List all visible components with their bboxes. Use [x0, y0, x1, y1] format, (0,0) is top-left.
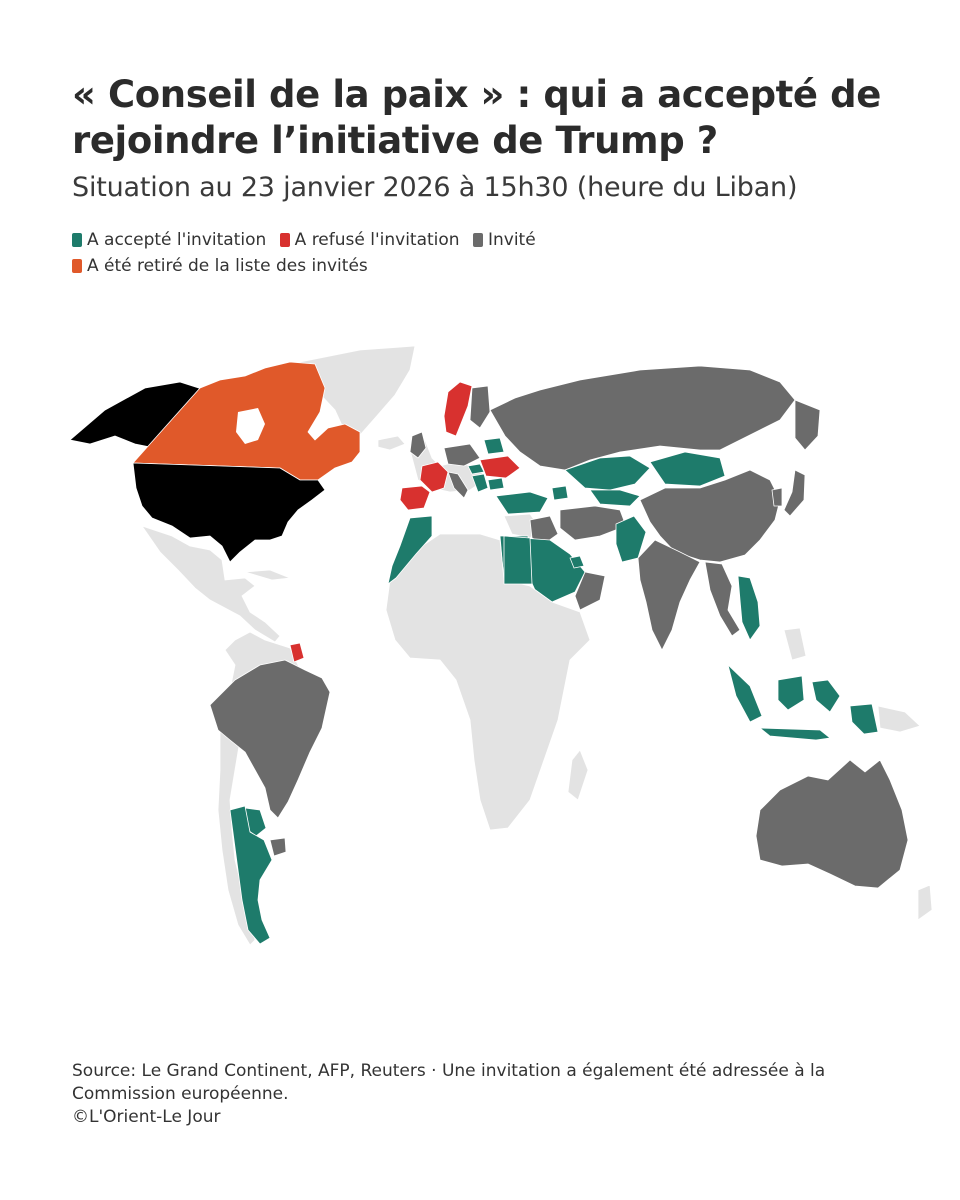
country-korea — [771, 487, 783, 507]
country-indonesia-java — [759, 727, 831, 741]
country-argentina — [229, 805, 273, 945]
region-iran-afghanistan — [559, 505, 627, 541]
region-russia-east — [794, 399, 821, 451]
country-vietnam-cambodia — [737, 575, 761, 641]
country-iraq — [529, 515, 559, 545]
country-thailand-myanmar — [704, 561, 741, 637]
legend-swatch-invited — [472, 233, 483, 247]
country-indonesia — [727, 664, 763, 723]
copyright: ©L'Orient-Le Jour — [72, 1107, 221, 1127]
legend-swatch-refused — [279, 233, 290, 247]
country-turkey — [495, 491, 549, 515]
hudson-bay — [236, 408, 265, 444]
region-cuba — [244, 569, 291, 581]
country-indonesia-east — [811, 679, 841, 713]
region-papua-new-guinea — [877, 705, 921, 733]
page-subtitle: Situation au 23 janvier 2026 à 15h30 (he… — [72, 172, 798, 203]
legend-label-refused: A refusé l'invitation — [294, 230, 460, 250]
country-hungary — [467, 463, 485, 475]
footer: Source: Le Grand Continent, AFP, Reuters… — [72, 1060, 902, 1129]
country-united-states — [132, 462, 326, 563]
legend-item-refused: A refusé l'invitation — [279, 228, 460, 252]
country-balkans — [471, 473, 489, 493]
country-uzbekistan-kyrgyzstan — [589, 489, 641, 507]
country-kazakhstan — [564, 455, 651, 491]
region-africa-other — [385, 533, 591, 831]
country-japan — [783, 469, 806, 517]
region-mexico-central-america — [141, 525, 281, 643]
country-suriname — [289, 642, 305, 663]
country-australia — [755, 759, 909, 889]
page-title: « Conseil de la paix » : qui a accepté d… — [72, 73, 881, 162]
country-indonesia-borneo — [777, 675, 805, 711]
region-new-zealand — [917, 884, 933, 921]
country-india — [637, 539, 701, 651]
country-caucasus — [551, 485, 569, 501]
country-spain — [399, 485, 431, 511]
country-china — [639, 469, 781, 563]
region-philippines — [783, 627, 807, 661]
legend-swatch-withdrawn — [72, 259, 82, 273]
country-gulf-states — [569, 555, 585, 569]
country-morocco — [387, 515, 433, 585]
country-mongolia — [649, 451, 726, 487]
country-belarus — [483, 437, 505, 455]
region-iceland — [377, 435, 406, 451]
country-brazil — [209, 659, 331, 819]
source-note: Source: Le Grand Continent, AFP, Reuters… — [72, 1061, 826, 1104]
legend-item-invited: Invité — [472, 228, 536, 252]
world-map — [69, 345, 933, 946]
country-indonesia-papua — [849, 703, 879, 735]
legend-label-withdrawn: A été retiré de la liste des invités — [87, 256, 368, 276]
region-uk-ireland — [409, 431, 427, 459]
legend-item-accepted: A accepté l'invitation — [72, 228, 266, 252]
legend-swatch-accepted — [72, 233, 82, 247]
country-bulgaria — [487, 477, 505, 491]
country-germany-poland — [443, 443, 481, 467]
legend: A accepté l'invitation A refusé l'invita… — [72, 228, 892, 278]
country-ukraine — [479, 455, 521, 479]
country-egypt — [503, 535, 533, 585]
legend-label-invited: Invité — [487, 230, 536, 250]
country-russia — [489, 365, 796, 471]
region-madagascar — [567, 749, 589, 801]
country-finland — [469, 385, 491, 429]
country-france — [419, 461, 449, 493]
country-italy — [447, 471, 469, 499]
country-oman — [574, 571, 606, 611]
country-norway-sweden — [443, 381, 473, 437]
legend-label-accepted: A accepté l'invitation — [87, 230, 267, 250]
legend-item-withdrawn: A été retiré de la liste des invités — [72, 254, 884, 278]
country-uruguay — [269, 837, 287, 857]
